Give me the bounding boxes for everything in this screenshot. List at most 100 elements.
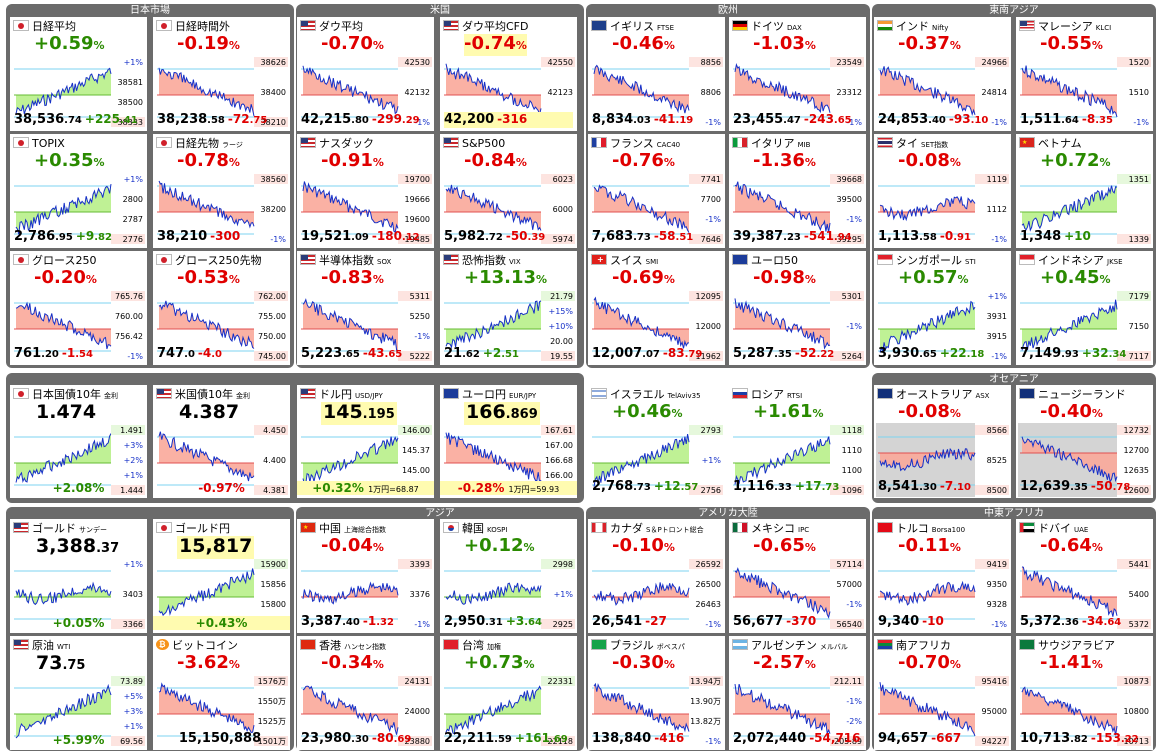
axis-tick: 22331 [548,677,573,686]
market-card[interactable]: イタリア MIB -1.36% 39668 39500 -1% 39295 39,387.23… [729,134,866,248]
market-card[interactable]: ダウ平均 -0.70% 42530 42132 -1% 42,215.80 -299.29 [297,17,434,131]
market-card[interactable]: カナダ S＆Pトロント総合 -0.10% 26592 26500 26463 -1% 26,5… [588,519,725,633]
price-change: -4.0 [197,346,223,360]
percent-change: -0.78% [177,150,240,171]
price-chart: 2793 +1% 2756 [592,425,723,495]
market-card[interactable]: ★ 中国 上海総合指数 -0.04% 3393 3376 -1% 3,387.40 -1.32 [297,519,434,633]
percent-change: +0.73% [464,652,535,673]
market-card[interactable]: 台湾 加権 +0.73% 22331 22118 22,211.59 +161.69 [440,636,577,750]
price-chart: 9419 9350 9328 -1% [878,559,1009,629]
market-name: ビットコイン [172,639,238,652]
market-card[interactable]: ブラジル ボベスパ -0.30% 13.94万 13.90万 13.82万 -1% 138,8… [588,636,725,750]
market-card[interactable]: ユーロ円 EUR/JPY 166.869 167.61 167.00 166.68 166.… [440,385,577,498]
market-card[interactable]: ₿ ビットコイン -3.62% 1576万 1550万 1525万 1501万 15,150,… [153,636,290,750]
market-card[interactable]: 半導体指数 SOX -0.83% 5311 5250 -1% 5222 5,223.65 -43… [297,251,434,365]
market-card[interactable]: メキシコ IPC -0.65% 57114 57000 -1% 56540 56,677 -37… [729,519,866,633]
price-chart: 12095 12000 11962 [592,291,723,361]
axis-tick: 38626 [261,58,286,67]
market-card[interactable]: ロシア RTSI +1.61% 1118 1110 1100 1096 1,116.33 +17… [729,385,866,498]
market-card[interactable]: + スイス SMI -0.69% 12095 12000 11962 12,007.07 -83… [588,251,725,365]
market-card[interactable]: インド Nifty -0.37% 24966 24814 -1% 24,853.40 -93.… [874,17,1011,131]
market-card[interactable]: 日経平均 +0.59% +1% 38581 38500 38333 38,536.74 +22… [10,17,147,131]
market-card[interactable]: S&P500 -0.84% 6023 6000 5974 5,982.72 -50.39 [440,134,577,248]
axis-tick: 95000 [982,707,1007,716]
percent-change: -0.40% [1040,401,1103,422]
axis-tick: 13.90万 [690,697,721,706]
market-name: ドバイ [1038,522,1071,535]
market-card[interactable]: 米国債10年 金利 4.387 4.450 4.400 4.381 -0.97% [153,385,290,498]
market-name: グロース250 [32,254,97,267]
axis-tick: 1520 [1129,58,1149,67]
market-card[interactable]: オーストラリア ASX -0.08% 8566 8525 8500 8,541.30 -7.1… [874,385,1011,498]
market-card[interactable]: ユーロ50 -0.98% 5301 -1% 5264 5,287.35 -52.22 [729,251,866,365]
price-chart: 1119 1112 -1% [878,174,1009,244]
price-value: 9,340 -10 [878,614,944,629]
market-card[interactable]: シンガポール STI +0.57% +1% 3931 3915 -1% 3,930.65 +22… [874,251,1011,365]
axis-tick: 3393 [410,560,430,569]
market-card[interactable]: ゴールド サンデー 3,388.37 +1% 3403 3366 +0.05% [10,519,147,633]
market-card[interactable]: ニュージーランド -0.40% 12732 12700 12635 12600 12,639… [1016,385,1153,498]
price-change: -243.65 [803,112,852,126]
market-card[interactable]: イスラエル TelAviv35 +0.46% 2793 +1% 2756 2,768.73 +… [588,385,725,498]
price-chart: 13.94万 13.90万 13.82万 -1% [592,676,723,746]
chart-area: 38560 38200 -1% [155,172,288,246]
price-change: -10 [922,614,944,628]
price-change: -180.12 [371,229,420,243]
axis-tick: -1% [414,118,430,127]
market-card[interactable]: タイ SET指数 -0.08% 1119 1112 -1% 1,113.58 -0.91 [874,134,1011,248]
market-card[interactable]: ドル円USD/JPY145.195146.00145.37145.00144.3… [297,385,434,498]
percent-change: -0.08% [898,150,961,171]
market-card[interactable]: ナスダック -0.91% 19700 19666 19600 19485 19,521.09… [297,134,434,248]
axis-tick: 166.00 [545,471,573,480]
market-card[interactable]: 韓国 KOSPI +0.12% 2998 +1% 2925 2,950.31 +3.64 [440,519,577,633]
axis-tick: 1.491 [120,426,143,435]
axis-tick: +1% [988,292,1008,301]
nz-flag-icon [1019,388,1035,399]
th-flag-icon [877,137,893,148]
market-card[interactable]: イギリス FTSE -0.46% 8856 8806 -1% 8,834.03 -41.19 [588,17,725,131]
market-card[interactable]: アルゼンチン メルバル -2.57% 212.11 -1% -2% 205.89 2,072,… [729,636,866,750]
market-card[interactable]: TOPIX +0.35% +1% 2800 2787 2776 2,786.95 +9.82 [10,134,147,248]
price-value: 22,211.59 +161.69 [444,731,568,746]
market-card[interactable]: 日経先物 ラージ -0.78% 38560 38200 -1% 38,210 -300 [153,134,290,248]
card-title: ₿ ビットコイン [156,638,241,653]
price-chart: 38560 38200 -1% [157,174,288,244]
us-flag-icon [300,20,316,31]
market-card[interactable]: トルコ Borsa100 -0.11% 9419 9350 9328 -1% 9,340 -10 [874,519,1011,633]
market-name: 日経先物 [175,137,219,150]
market-card[interactable]: 日本国債10年 金利 1.474 1.491 +3% +2% +1% 1.444 +2.08% [10,385,147,498]
axis-tick: 1576万 [258,677,286,686]
market-subname: VIX [509,258,521,266]
market-card[interactable]: フランス CAC40 -0.76% 7741 7700 -1% 7646 7,683.73 -5… [588,134,725,248]
market-card[interactable]: ドイツ DAX -1.03% 23549 23312 -1% 23,455.47 -243.6… [729,17,866,131]
us-flag-icon [443,254,459,265]
axis-tick: 1339 [1129,235,1149,244]
market-card[interactable]: インドネシア JKSE +0.45% 7179 7150 7117 7,149.93 +32.… [1016,251,1153,365]
percent-change: -0.37% [898,33,961,54]
market-card[interactable]: 香港 ハンセン指数 -0.34% 24131 24000 23880 23,980.30 -8… [297,636,434,750]
market-card[interactable]: 南アフリカ -0.70% 95416 95000 94227 94,657 -667 [874,636,1011,750]
price-change: -1.32 [362,614,394,628]
market-card[interactable]: グロース250先物 -0.53% 762.00 755.00 750.00 745.00 7… [153,251,290,365]
market-card[interactable]: グロース250 -0.20% 765.76 760.00 756.42 -1% 761.20… [10,251,147,365]
price-change: +225.41 [84,112,138,126]
ru-flag-icon [732,388,748,399]
card-title: 台湾 加権 [443,638,501,653]
percent-change: -0.70% [321,33,384,54]
chart-area: 1520 1510 -1% [1018,55,1151,129]
market-card[interactable]: 日経時間外 -0.19% 38626 38400 38210 38,238.58 -72.7… [153,17,290,131]
market-card[interactable]: 原油 WTI 73.75 73.89 +5% +3% +1% 69.56 +5.99% [10,636,147,750]
market-card[interactable]: ★ ベトナム +0.72% 1351 1339 1,348 +10 [1016,134,1153,248]
percent-change: +0.57% [898,267,969,288]
axis-tick: 5222 [410,352,430,361]
percent-change: +13.13% [464,267,548,288]
axis-tick: 756.42 [115,332,143,341]
market-card[interactable]: 恐怖指数 VIX +13.13% 21.79 +15% +10% 20.00 19.55 21.… [440,251,577,365]
price-chart: 8566 8525 8500 [876,423,1009,497]
price-chart: 95416 95000 94227 [878,676,1009,746]
market-card[interactable]: ドバイ UAE -0.64% 5441 5400 5372 5,372.36 -34.64 [1016,519,1153,633]
market-card[interactable]: サウジアラビア -1.41% 10873 10800 10713 10,713.82 -15… [1016,636,1153,750]
market-card[interactable]: マレーシア KLCI -0.55% 1520 1510 -1% 1,511.64 -8.35 [1016,17,1153,131]
